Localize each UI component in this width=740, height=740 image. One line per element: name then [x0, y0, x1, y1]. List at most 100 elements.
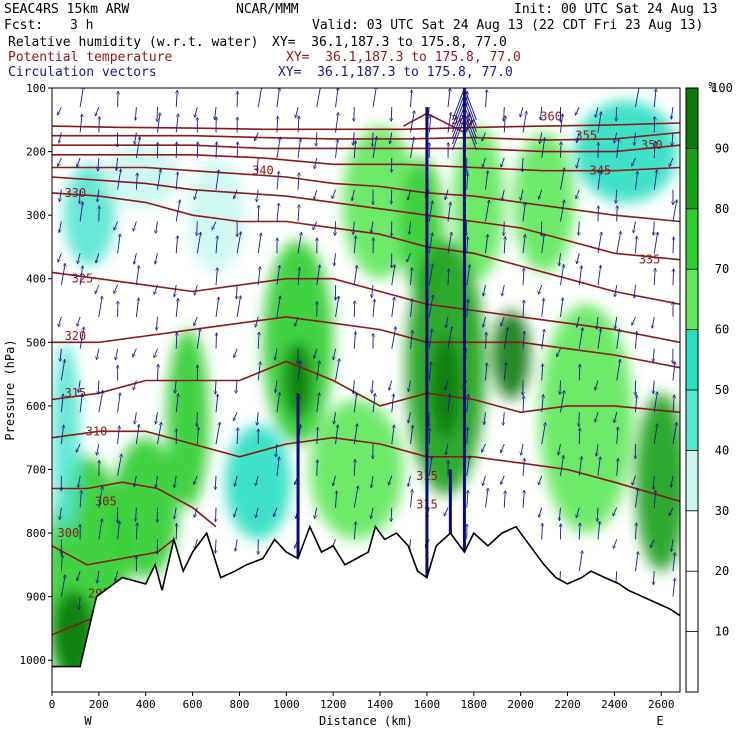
rh-region [52, 342, 81, 534]
east-label: E [656, 714, 663, 728]
circulation-vector [114, 221, 119, 230]
circulation-vector [117, 393, 121, 413]
theta-contour-line [52, 316, 680, 369]
circulation-vector [482, 157, 486, 167]
rh-region [112, 437, 179, 578]
circulation-vector [391, 107, 392, 121]
circulation-vector [135, 137, 140, 159]
circulation-vector [410, 111, 415, 133]
circulation-vector [447, 112, 451, 133]
circulation-vector [197, 427, 198, 445]
circulation-vector [595, 380, 599, 390]
circulation-vector [59, 221, 62, 233]
circulation-vector [60, 348, 61, 362]
circulation-vector [502, 284, 505, 296]
circulation-vector [276, 444, 277, 457]
theta-contour-line [52, 176, 680, 261]
circulation-vector [175, 394, 178, 413]
colorbar-label: 100 [711, 81, 733, 95]
theta-contour-label: 315 [65, 386, 87, 400]
circulation-vector [597, 521, 600, 540]
strong-vector-head [463, 88, 477, 121]
circulation-vector [352, 189, 355, 201]
circulation-vector [237, 428, 238, 445]
y-tick-label: 500 [26, 336, 46, 349]
colorbar-swatch [686, 148, 698, 209]
circulation-vector [410, 330, 413, 349]
y-tick-label: 400 [26, 273, 46, 286]
circulation-vector [58, 316, 62, 327]
circulation-vector [503, 327, 508, 349]
circulation-vector [98, 390, 103, 413]
circulation-vector [409, 221, 410, 235]
circulation-vector [175, 298, 178, 317]
terrain-line [52, 524, 680, 668]
circulation-vector [276, 296, 280, 317]
circulation-vector [135, 298, 138, 317]
y-tick-label: 900 [26, 591, 46, 604]
circulation-vector [467, 173, 468, 190]
circulation-vector [578, 457, 581, 476]
circulation-vector [447, 88, 450, 108]
circulation-vector [672, 578, 675, 597]
circulation-vector [256, 507, 259, 518]
circulation-vector [541, 423, 546, 445]
circulation-vector [653, 424, 657, 445]
rh-region [225, 424, 292, 540]
rh-region [63, 164, 116, 267]
circulation-vector [335, 139, 338, 158]
circulation-vector [538, 475, 543, 485]
circulation-vector [117, 426, 120, 445]
circulation-vector [617, 427, 618, 445]
circulation-vector [616, 231, 621, 254]
circulation-vector [136, 523, 137, 540]
theta-contour-label: 320 [65, 329, 87, 343]
circulation-vector [354, 141, 355, 158]
circulation-vector [672, 200, 677, 222]
strong-vector-head [463, 99, 477, 133]
circulation-vector [428, 456, 432, 476]
circulation-vector [597, 170, 600, 190]
circulation-vector [483, 316, 486, 327]
circulation-vector [133, 380, 137, 390]
circulation-vector [317, 460, 318, 476]
circulation-vector [373, 299, 375, 317]
circulation-vector [560, 264, 563, 286]
circulation-vector [391, 297, 395, 317]
circulation-vector [176, 332, 177, 349]
rh-region [103, 145, 179, 209]
circulation-vector [117, 169, 121, 190]
rh-region [513, 132, 575, 273]
circulation-vector [391, 507, 392, 522]
circulation-vector [578, 328, 582, 349]
circulation-vector [60, 507, 62, 520]
x-tick-label: 2400 [601, 698, 628, 711]
circulation-vector [447, 232, 452, 254]
circulation-vector [57, 106, 62, 115]
circulation-vector [576, 132, 580, 143]
circulation-vector [354, 522, 356, 540]
circulation-vector [236, 380, 237, 393]
circulation-vector [135, 266, 139, 286]
circulation-vector [467, 299, 468, 317]
circulation-vector [79, 327, 84, 349]
circulation-vector [560, 168, 564, 190]
circulation-vector [196, 232, 200, 254]
circulation-vector [466, 456, 470, 476]
circulation-vector [257, 412, 258, 425]
theta-contour-line [52, 538, 175, 566]
colorbar-label: 80 [715, 202, 729, 216]
x-tick-label: 1400 [367, 698, 394, 711]
circulation-vector [154, 348, 158, 358]
circulation-vector [116, 157, 117, 171]
circulation-vector [635, 331, 636, 349]
circulation-vector [445, 380, 449, 389]
circulation-vector [671, 107, 673, 119]
circulation-vector [98, 296, 102, 317]
circulation-vector [372, 285, 373, 297]
circulation-vector [466, 265, 470, 286]
circulation-vector [98, 380, 99, 394]
x-tick-label: 200 [89, 698, 109, 711]
circulation-vector [542, 364, 543, 381]
circulation-vector [616, 139, 619, 158]
